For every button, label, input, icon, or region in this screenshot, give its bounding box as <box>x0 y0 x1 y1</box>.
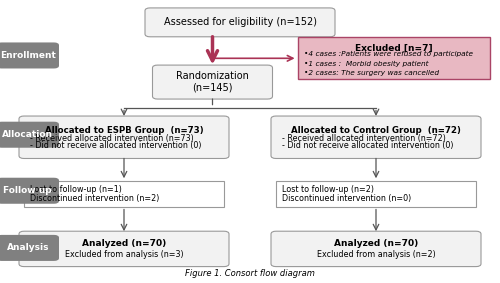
Text: Excluded from analysis (n=3): Excluded from analysis (n=3) <box>64 250 184 259</box>
Text: Figure 1. Consort flow diagram: Figure 1. Consort flow diagram <box>185 269 315 278</box>
FancyBboxPatch shape <box>0 42 59 68</box>
Text: Excluded [n=7]: Excluded [n=7] <box>355 44 432 53</box>
FancyBboxPatch shape <box>271 231 481 267</box>
Text: •1 cases :  Morbid obesity patient: •1 cases : Morbid obesity patient <box>304 61 428 67</box>
Text: Allocation: Allocation <box>2 130 53 139</box>
Text: - Did not receive allocated intervention (0): - Did not receive allocated intervention… <box>282 141 454 150</box>
FancyBboxPatch shape <box>19 116 229 158</box>
FancyBboxPatch shape <box>0 122 59 148</box>
Text: Discontinued intervention (n=2): Discontinued intervention (n=2) <box>30 194 160 203</box>
Text: - Did not receive allocated intervention (0): - Did not receive allocated intervention… <box>30 141 202 150</box>
Text: Allocated to ESPB Group  (n=73): Allocated to ESPB Group (n=73) <box>44 126 203 135</box>
FancyBboxPatch shape <box>145 8 335 37</box>
Text: Discontinued intervention (n=0): Discontinued intervention (n=0) <box>282 194 411 203</box>
Text: •4 cases :Patients were refused to participate: •4 cases :Patients were refused to parti… <box>304 51 472 57</box>
Text: Analysis: Analysis <box>6 243 49 252</box>
Text: Analyzed (n=70): Analyzed (n=70) <box>334 239 418 248</box>
Text: Excluded from analysis (n=2): Excluded from analysis (n=2) <box>316 250 436 259</box>
Text: Allocated to Control Group  (n=72): Allocated to Control Group (n=72) <box>291 126 461 135</box>
Text: Lost to follow-up (n=1): Lost to follow-up (n=1) <box>30 185 122 194</box>
Text: Enrollment: Enrollment <box>0 51 56 60</box>
Text: •2 cases: The surgery was cancelled: •2 cases: The surgery was cancelled <box>304 70 438 76</box>
FancyBboxPatch shape <box>24 181 224 207</box>
Text: Lost to follow-up (n=2): Lost to follow-up (n=2) <box>282 185 374 194</box>
FancyBboxPatch shape <box>0 178 59 204</box>
Text: - Received allocated intervention (n=72): - Received allocated intervention (n=72) <box>282 134 446 143</box>
Text: Follow up: Follow up <box>4 186 52 195</box>
Text: Randomization
(n=145): Randomization (n=145) <box>176 71 249 93</box>
Text: Analyzed (n=70): Analyzed (n=70) <box>82 239 166 248</box>
FancyBboxPatch shape <box>0 235 59 261</box>
FancyBboxPatch shape <box>152 65 272 99</box>
FancyBboxPatch shape <box>19 231 229 267</box>
Text: Assessed for eligibility (n=152): Assessed for eligibility (n=152) <box>164 17 316 27</box>
FancyBboxPatch shape <box>276 181 476 207</box>
Text: - Received allocated intervention (n=73): - Received allocated intervention (n=73) <box>30 134 194 143</box>
FancyBboxPatch shape <box>298 37 490 79</box>
FancyBboxPatch shape <box>271 116 481 158</box>
